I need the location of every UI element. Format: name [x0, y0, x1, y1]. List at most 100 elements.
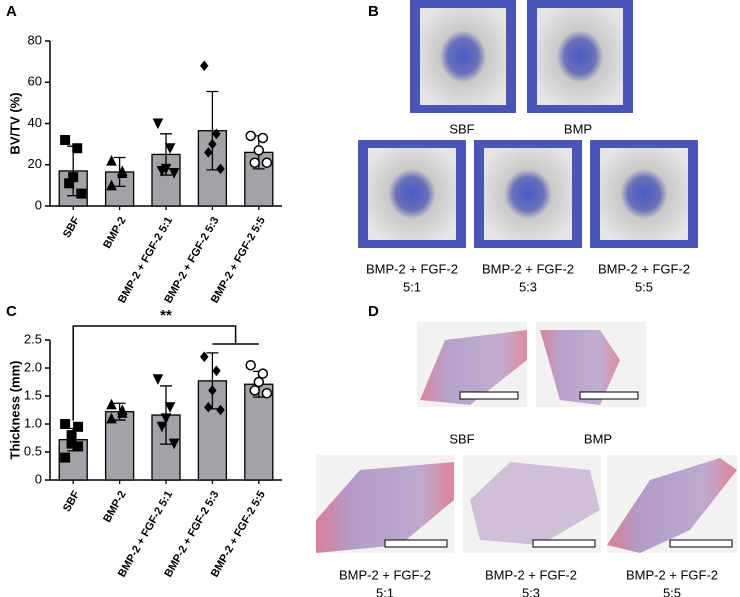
point	[66, 430, 77, 441]
panel-letter: A	[6, 3, 17, 20]
point	[164, 402, 176, 413]
image-caption: BMP-2 + FGF-2	[339, 567, 431, 582]
y-tick-label: 60	[28, 74, 42, 89]
scale-bar	[532, 539, 596, 548]
point	[72, 143, 83, 154]
significance-label: **	[160, 307, 172, 324]
point	[204, 401, 213, 413]
image-caption: BMP	[564, 121, 592, 136]
point	[156, 421, 168, 433]
point	[216, 404, 225, 416]
image-caption: SBF	[449, 121, 474, 136]
point	[216, 163, 225, 175]
point	[200, 351, 209, 363]
x-tick-label: SBF	[61, 215, 83, 240]
bar	[244, 383, 274, 481]
point	[208, 385, 217, 396]
error-bar	[206, 90, 219, 171]
point	[261, 387, 273, 399]
point	[60, 452, 71, 463]
point	[116, 167, 128, 178]
ct-sample	[368, 148, 456, 240]
x-tick-label: BMP-2	[101, 215, 129, 251]
y-tick-label: 40	[28, 115, 42, 130]
y-tick-label: 2.5	[24, 331, 42, 346]
point	[156, 165, 168, 177]
point	[212, 128, 221, 140]
ct-images	[358, 0, 698, 248]
image-caption: BMP-2 + FGF-2	[485, 567, 577, 582]
y-tick-label: 0.5	[24, 443, 42, 458]
point	[204, 147, 213, 158]
point	[64, 178, 75, 189]
point	[152, 118, 164, 130]
point	[60, 135, 71, 145]
point	[164, 143, 176, 154]
point	[106, 412, 117, 424]
image-caption: BMP-2 + FGF-2	[626, 567, 718, 582]
point	[106, 398, 117, 410]
y-axis-label: Thickness (mm)	[7, 361, 22, 460]
ct-sample	[484, 148, 572, 240]
point	[73, 441, 84, 452]
ct-sample	[600, 148, 688, 240]
image-caption: BMP-2 + FGF-2	[482, 261, 574, 276]
image-caption: BMP-2 + FGF-2	[366, 261, 458, 276]
point	[106, 179, 117, 191]
y-tick-label: 2.0	[24, 359, 42, 374]
scale-bar	[579, 391, 639, 400]
tissue	[316, 462, 454, 553]
x-tick-label: BMP-2	[101, 489, 129, 525]
point	[253, 376, 265, 388]
point	[208, 138, 217, 150]
y-axis-label: BV/TV (%)	[7, 92, 22, 154]
point	[76, 188, 87, 199]
point	[160, 413, 172, 425]
scale-bar	[459, 391, 519, 400]
x-tick-label: SBF	[61, 489, 83, 514]
image-caption: 5:1	[403, 279, 421, 294]
image-caption: BMP-2 + FGF-2	[598, 261, 690, 276]
y-tick-label: 1.0	[24, 415, 42, 430]
point	[261, 157, 273, 168]
point	[245, 359, 256, 371]
point	[212, 365, 221, 377]
point	[200, 60, 209, 72]
ct-sample	[420, 8, 506, 105]
scale-bar	[384, 539, 448, 548]
point	[257, 132, 269, 144]
panel-letter: B	[368, 3, 379, 20]
point	[168, 168, 180, 179]
tissue	[540, 330, 620, 405]
point	[73, 421, 84, 432]
y-tick-label: 0	[35, 471, 42, 486]
image-caption: 5:5	[635, 279, 653, 294]
image-caption: 5:3	[522, 585, 540, 597]
y-tick-label: 0	[35, 197, 42, 212]
scale-bar	[669, 539, 733, 548]
bar-chart: 0 20 40 60 80 BV/TV (%) SBF BMP-2 BMP-2 + FGF-2 …	[7, 32, 282, 305]
image-caption: BMP	[584, 431, 612, 446]
x-tick-label: BMP-2 + FGF-2 5:5	[209, 215, 268, 305]
tissue	[607, 458, 737, 553]
y-tick-label: 80	[28, 32, 42, 47]
point	[257, 368, 269, 379]
point	[106, 155, 117, 166]
panel-letter: C	[6, 303, 17, 320]
histology-images	[316, 322, 737, 553]
image-caption: SBF	[449, 431, 474, 446]
significance-bracket	[72, 325, 259, 421]
tissue	[470, 462, 600, 545]
ct-sample	[537, 8, 623, 105]
point	[60, 419, 71, 429]
point	[168, 438, 180, 450]
tissue	[420, 330, 527, 405]
point	[152, 374, 164, 385]
x-tick-label: BMP-2 + FGF-2 5:5	[209, 489, 268, 579]
y-tick-label: 1.5	[24, 387, 42, 402]
point	[249, 385, 260, 396]
point	[245, 130, 256, 142]
point	[253, 145, 265, 156]
